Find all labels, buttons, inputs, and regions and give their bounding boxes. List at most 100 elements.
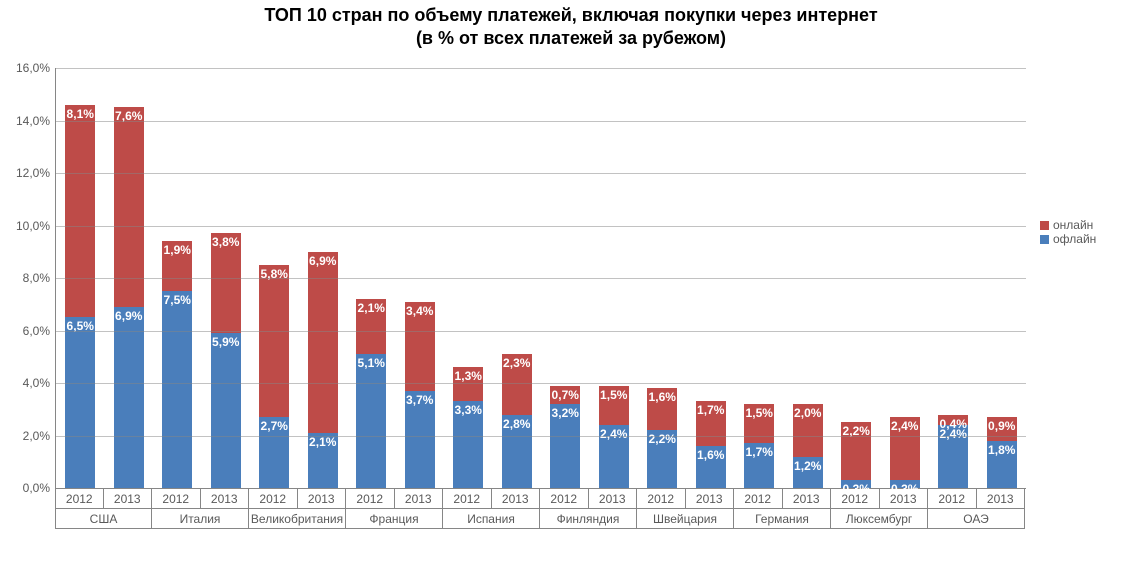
bar-segment-online: 1,5%: [599, 386, 629, 425]
data-label-offline: 2,4%: [600, 427, 627, 441]
y-tick-label: 4,0%: [23, 376, 56, 390]
bar-segment-offline: 0,3%: [890, 480, 920, 488]
plot-area: 6,5%8,1%6,9%7,6%7,5%1,9%5,9%3,8%2,7%5,8%…: [55, 68, 1026, 489]
bar-segment-online: 1,6%: [647, 388, 677, 430]
data-label-offline: 3,2%: [552, 406, 579, 420]
x-tick-year: 2013: [880, 489, 929, 509]
x-tick-country: Великобритания: [249, 509, 346, 529]
y-tick-label: 2,0%: [23, 429, 56, 443]
data-label-online: 8,1%: [67, 107, 94, 121]
x-tick-year: 2012: [734, 489, 783, 509]
bar-segment-offline: 2,4%: [599, 425, 629, 488]
bar-segment-offline: 1,8%: [987, 441, 1017, 488]
data-label-offline: 2,2%: [649, 432, 676, 446]
x-tick-year: 2012: [540, 489, 589, 509]
gridline: [56, 436, 1026, 437]
title-line-1: ТОП 10 стран по объему платежей, включая…: [0, 4, 1142, 27]
data-label-offline: 2,7%: [261, 419, 288, 433]
gridline: [56, 173, 1026, 174]
data-label-online: 1,6%: [649, 390, 676, 404]
x-tick-country: Франция: [346, 509, 443, 529]
bar-segment-offline: 6,5%: [65, 317, 95, 488]
x-tick-country: Финляндия: [540, 509, 637, 529]
gridline: [56, 383, 1026, 384]
y-tick-label: 0,0%: [23, 481, 56, 495]
x-tick-year: 2013: [104, 489, 153, 509]
x-tick-country: Швейцария: [637, 509, 734, 529]
legend-item-offline: офлайн: [1040, 232, 1096, 246]
data-label-offline: 1,7%: [746, 445, 773, 459]
bar-segment-offline: 7,5%: [162, 291, 192, 488]
bar-segment-offline: 2,2%: [647, 430, 677, 488]
swatch-offline: [1040, 235, 1049, 244]
data-label-offline: 1,2%: [794, 459, 821, 473]
data-label-online: 1,9%: [164, 243, 191, 257]
x-tick-year: 2012: [637, 489, 686, 509]
data-label-offline: 7,5%: [164, 293, 191, 307]
bar-segment-online: 3,8%: [211, 233, 241, 333]
y-tick-label: 14,0%: [16, 114, 56, 128]
x-tick-year: 2012: [346, 489, 395, 509]
y-tick-label: 12,0%: [16, 166, 56, 180]
bar-segment-online: 2,3%: [502, 354, 532, 414]
x-tick-year: 2013: [977, 489, 1026, 509]
bar-segment-offline: 3,3%: [453, 401, 483, 488]
x-tick-year: 2012: [928, 489, 977, 509]
data-label-offline: 2,1%: [309, 435, 336, 449]
legend: онлайн офлайн: [1040, 218, 1096, 246]
x-tick-country: Люксембург: [831, 509, 928, 529]
gridline: [56, 68, 1026, 69]
data-label-online: 2,0%: [794, 406, 821, 420]
data-label-online: 1,5%: [746, 406, 773, 420]
data-label-online: 1,5%: [600, 388, 627, 402]
bar-segment-offline: 3,7%: [405, 391, 435, 488]
x-tick-year: 2013: [395, 489, 444, 509]
bar-segment-online: 2,2%: [841, 422, 871, 480]
y-tick-label: 16,0%: [16, 61, 56, 75]
data-label-online: 1,3%: [455, 369, 482, 383]
chart-title: ТОП 10 стран по объему платежей, включая…: [0, 0, 1142, 49]
gridline: [56, 278, 1026, 279]
x-tick-year: 2013: [492, 489, 541, 509]
title-line-2: (в % от всех платежей за рубежом): [0, 27, 1142, 50]
data-label-offline: 1,6%: [697, 448, 724, 462]
bar-segment-online: 1,7%: [696, 401, 726, 446]
bar-segment-offline: 3,2%: [550, 404, 580, 488]
swatch-online: [1040, 221, 1049, 230]
data-label-online: 1,7%: [697, 403, 724, 417]
x-tick-year: 2012: [55, 489, 104, 509]
x-tick-year: 2013: [298, 489, 347, 509]
bar-segment-online: 8,1%: [65, 105, 95, 318]
x-tick-country: ОАЭ: [928, 509, 1025, 529]
data-label-online: 0,9%: [988, 419, 1015, 433]
bar-segment-offline: 1,7%: [744, 443, 774, 488]
chart-container: ТОП 10 стран по объему платежей, включая…: [0, 0, 1142, 576]
data-label-offline: 3,7%: [406, 393, 433, 407]
bar-segment-online: 2,4%: [890, 417, 920, 480]
data-label-online: 6,9%: [309, 254, 336, 268]
y-tick-label: 10,0%: [16, 219, 56, 233]
data-label-offline: 5,9%: [212, 335, 239, 349]
gridline: [56, 226, 1026, 227]
data-label-online: 3,8%: [212, 235, 239, 249]
data-label-offline: 2,8%: [503, 417, 530, 431]
data-label-online: 2,4%: [891, 419, 918, 433]
bar-segment-online: 7,6%: [114, 107, 144, 307]
bar-segment-online: 2,0%: [793, 404, 823, 457]
x-tick-country: Испания: [443, 509, 540, 529]
legend-label-offline: офлайн: [1053, 232, 1096, 246]
gridline: [56, 331, 1026, 332]
x-tick-year: 2013: [589, 489, 638, 509]
x-tick-year: 2012: [831, 489, 880, 509]
bar-segment-offline: 1,2%: [793, 457, 823, 489]
bar-segment-online: 0,4%: [938, 415, 968, 426]
x-tick-year: 2012: [152, 489, 201, 509]
data-label-online: 2,3%: [503, 356, 530, 370]
bar-segment-online: 3,4%: [405, 302, 435, 391]
bar-segment-online: 1,9%: [162, 241, 192, 291]
x-tick-year: 2013: [686, 489, 735, 509]
bar-segment-online: 0,7%: [550, 386, 580, 404]
bar-segment-offline: 5,9%: [211, 333, 241, 488]
data-label-online: 0,7%: [552, 388, 579, 402]
bar-segment-online: 1,5%: [744, 404, 774, 443]
